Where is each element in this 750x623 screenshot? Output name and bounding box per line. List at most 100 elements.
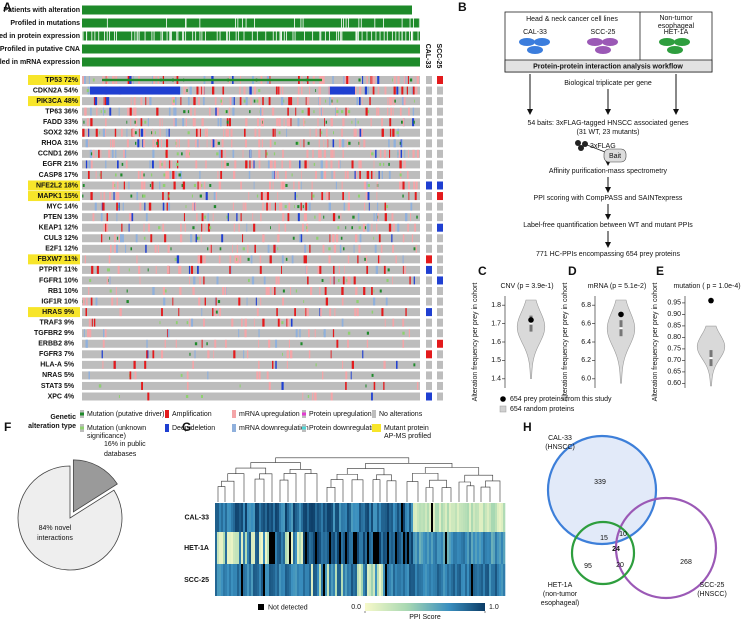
alteration: [273, 152, 276, 156]
alteration: [163, 173, 166, 177]
alteration: [315, 170, 317, 179]
alteration: [362, 350, 364, 359]
heatmap-cell: [327, 564, 330, 596]
alteration: [371, 170, 373, 179]
alteration: [183, 110, 186, 114]
alteration: [213, 192, 216, 201]
cell-line-cell: [426, 160, 432, 169]
alteration: [124, 149, 127, 158]
alteration: [236, 244, 239, 253]
alteration: [365, 181, 367, 190]
heatmap-cell: [271, 564, 274, 596]
alteration: [375, 149, 377, 158]
alteration: [174, 118, 177, 127]
alteration: [322, 76, 325, 84]
alteration: [111, 139, 114, 148]
alteration: [295, 141, 298, 145]
alteration: [359, 128, 362, 137]
alteration: [219, 118, 222, 127]
alteration: [328, 192, 330, 201]
alteration: [274, 141, 276, 145]
heatmap-cell: [359, 564, 362, 596]
cell-line-cell: [437, 234, 443, 243]
alteration: [351, 120, 353, 124]
alteration: [178, 139, 180, 148]
gene-track: [82, 297, 420, 306]
heatmap-cell: [271, 503, 274, 532]
heatmap-cell: [251, 564, 254, 596]
alteration: [389, 128, 392, 137]
heatmap-cell: [233, 532, 236, 564]
track-gap: [337, 31, 339, 41]
alteration: [270, 226, 271, 230]
heatmap-cell: [261, 564, 264, 596]
panel-label: A: [3, 0, 12, 14]
alteration: [223, 128, 225, 137]
heatmap-cell: [251, 503, 254, 532]
alteration: [99, 131, 101, 135]
alteration: [175, 139, 178, 148]
heatmap-cell: [403, 532, 406, 564]
alteration: [253, 318, 255, 327]
alteration: [82, 184, 85, 187]
alteration: [402, 181, 405, 190]
alteration: [118, 107, 120, 116]
heatmap-cell: [325, 503, 328, 532]
alteration: [321, 107, 322, 116]
track-gap: [104, 31, 105, 41]
alteration: [383, 162, 385, 166]
heatmap-cell: [413, 532, 416, 564]
alteration: [327, 139, 329, 148]
track-gap: [138, 31, 140, 41]
alteration: [216, 276, 219, 285]
track-gap: [166, 18, 167, 28]
cell-line-cell: [426, 381, 432, 390]
gene-name: PTPRT: [39, 267, 63, 274]
alteration: [282, 149, 284, 158]
alteration: [133, 97, 136, 106]
alteration: [341, 181, 343, 190]
heatmap-cell: [245, 503, 248, 532]
alteration: [400, 139, 402, 148]
alteration: [414, 223, 416, 232]
alteration: [183, 86, 186, 95]
heatmap-cell: [427, 503, 430, 532]
alteration: [305, 308, 307, 317]
alteration: [287, 318, 290, 327]
alteration: [261, 107, 264, 116]
heatmap-cell: [459, 503, 462, 532]
alteration: [320, 160, 323, 169]
alteration: [103, 107, 105, 116]
alteration: [416, 215, 418, 219]
alteration: [304, 160, 307, 169]
alteration: [298, 86, 300, 95]
alteration: [84, 107, 87, 116]
heatmap-cell: [357, 503, 360, 532]
alteration: [355, 170, 357, 179]
alteration: [336, 234, 339, 243]
alteration: [185, 205, 187, 209]
track-gap: [401, 18, 403, 28]
track-gap: [199, 31, 201, 41]
alteration: [100, 213, 103, 222]
alteration: [416, 149, 419, 158]
track-gap: [243, 31, 245, 41]
alteration: [383, 360, 386, 369]
alteration: [212, 213, 214, 222]
track-gap: [379, 31, 381, 41]
track-gap: [201, 31, 203, 41]
alteration: [115, 192, 118, 201]
alteration: [357, 194, 361, 198]
alteration: [342, 118, 345, 127]
gene-highlight: [28, 180, 80, 191]
track-gap: [171, 31, 172, 41]
alteration: [197, 236, 200, 240]
track-gap: [136, 31, 138, 41]
alteration: [246, 350, 249, 359]
heatmap-cell: [451, 503, 454, 532]
heatmap-cell: [365, 532, 368, 564]
heatmap-cell: [215, 503, 218, 532]
alteration: [277, 170, 279, 179]
alteration: [260, 192, 263, 201]
alteration: [366, 265, 369, 274]
